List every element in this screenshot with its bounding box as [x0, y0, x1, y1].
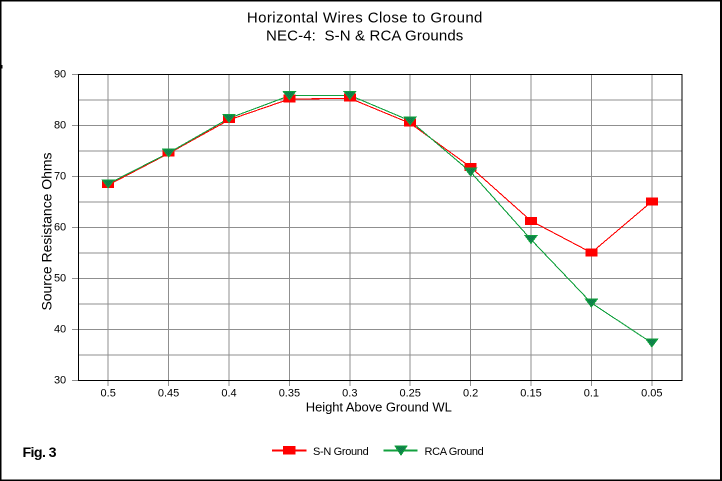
svg-text:90: 90	[54, 69, 66, 81]
svg-text:0.35: 0.35	[279, 388, 300, 400]
svg-text:0.05: 0.05	[641, 388, 662, 400]
svg-text:60: 60	[54, 222, 66, 234]
svg-text:0.45: 0.45	[158, 388, 179, 400]
svg-text:0.15: 0.15	[520, 388, 541, 400]
svg-text:0.4: 0.4	[221, 388, 236, 400]
svg-text:40: 40	[54, 324, 66, 336]
svg-text:Height Above Ground WL: Height Above Ground WL	[306, 400, 452, 415]
svg-text:Horizontal Wires Close to Grou: Horizontal Wires Close to Ground	[247, 9, 483, 26]
svg-text:Source Resistance Ohms: Source Resistance Ohms	[39, 153, 55, 311]
svg-text:30: 30	[54, 375, 66, 387]
svg-text:S-N Ground: S-N Ground	[313, 446, 369, 458]
svg-text:70: 70	[54, 171, 66, 183]
svg-text:0.5: 0.5	[101, 388, 116, 400]
svg-text:RCA Ground: RCA Ground	[425, 446, 484, 458]
svg-text:0.2: 0.2	[463, 388, 478, 400]
svg-text:50: 50	[54, 273, 66, 285]
svg-text:0.3: 0.3	[342, 388, 357, 400]
svg-text:0.1: 0.1	[584, 388, 599, 400]
svg-text:0.25: 0.25	[399, 388, 420, 400]
svg-text:Fig. 3: Fig. 3	[23, 445, 57, 461]
svg-text:80: 80	[54, 120, 66, 132]
svg-text:NEC-4: S-N & RCA Grounds: NEC-4: S-N & RCA Grounds	[266, 28, 463, 45]
